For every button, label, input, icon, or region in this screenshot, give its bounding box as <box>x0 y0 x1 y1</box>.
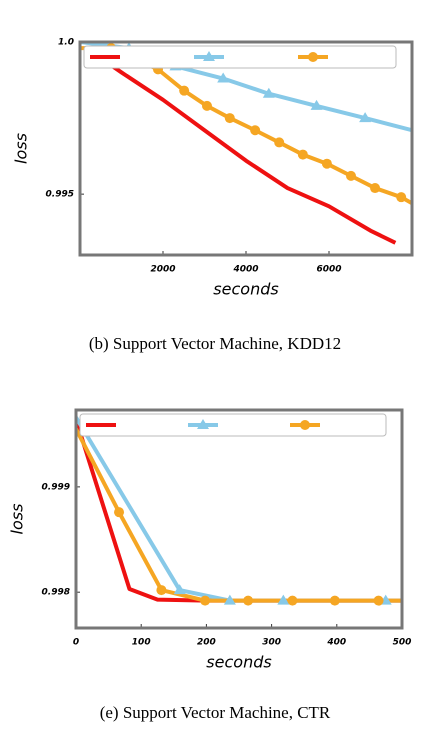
x-axis-label: seconds <box>206 653 271 672</box>
series-line <box>85 46 397 245</box>
x-tick-label: 0 <box>73 638 79 648</box>
marker <box>359 112 372 123</box>
legend-box <box>79 413 387 437</box>
marker <box>262 87 275 98</box>
y-tick-label: 0.999 <box>42 482 70 492</box>
legend-marker <box>197 419 209 429</box>
marker <box>396 192 407 203</box>
caption: (e) Support Vector Machine, CTR <box>100 703 331 722</box>
x-tick-label: 100 <box>132 638 151 648</box>
caption: (b) Support Vector Machine, KDD12 <box>89 334 341 353</box>
frame <box>78 40 414 257</box>
x-tick-label: 6000 <box>316 265 341 275</box>
marker <box>321 158 332 169</box>
x-tick-label: 300 <box>262 638 281 648</box>
x-tick-label: 500 <box>393 638 412 648</box>
y-tick-label: 0.995 <box>46 190 74 200</box>
x-tick-label: 4000 <box>232 265 258 275</box>
plot-area <box>76 416 402 603</box>
marker <box>287 595 298 606</box>
y-tick-label: 1.0 <box>58 38 74 48</box>
marker <box>114 507 125 518</box>
marker <box>370 183 381 194</box>
marker <box>173 584 186 595</box>
marker <box>243 595 254 606</box>
marker <box>274 137 285 148</box>
marker <box>201 100 212 111</box>
x-tick-label: 400 <box>326 638 346 648</box>
y-axis-label: loss <box>12 133 31 164</box>
marker <box>373 595 384 606</box>
y-tick-label: 0.998 <box>42 588 70 598</box>
marker <box>156 585 167 596</box>
marker <box>179 85 190 96</box>
legend-marker <box>203 51 215 61</box>
legend-marker <box>308 52 318 62</box>
marker <box>310 99 323 110</box>
marker <box>297 149 308 160</box>
marker <box>217 72 230 83</box>
marker <box>250 125 261 136</box>
marker <box>224 113 235 124</box>
marker <box>223 594 236 605</box>
frame <box>74 408 404 630</box>
marker <box>345 170 356 181</box>
marker <box>277 594 290 605</box>
plot-area <box>80 42 412 245</box>
legend-marker <box>300 420 310 430</box>
x-tick-label: 200 <box>197 638 216 648</box>
x-tick-label: 2000 <box>150 265 175 275</box>
y-axis-label: loss <box>8 504 27 535</box>
legend-box <box>83 45 397 69</box>
marker <box>200 595 211 606</box>
series-line <box>80 46 412 206</box>
series-line <box>76 418 402 603</box>
marker <box>329 595 340 606</box>
x-axis-label: seconds <box>213 280 278 299</box>
